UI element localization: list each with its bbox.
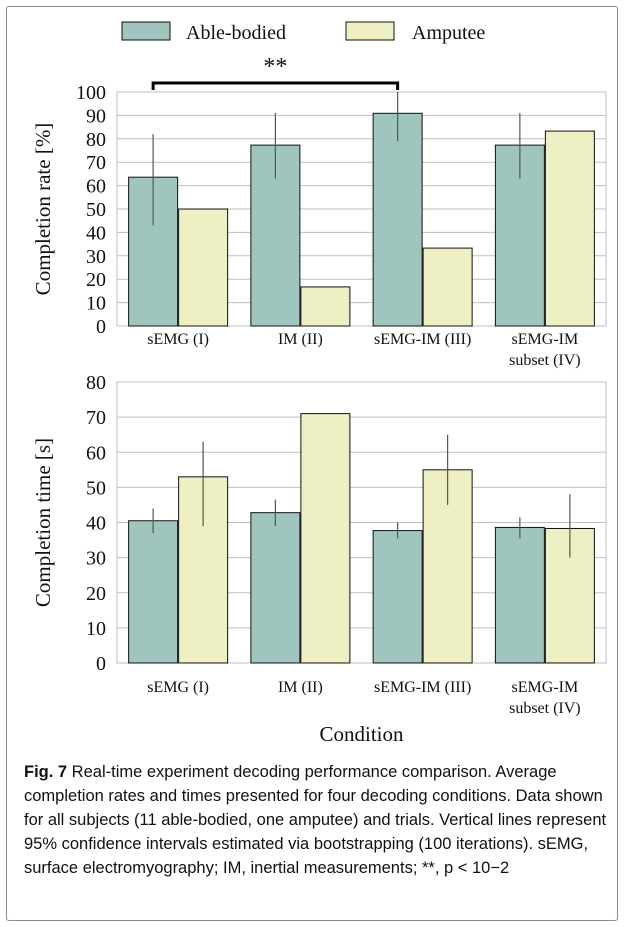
y-tick-label: 30	[86, 548, 106, 570]
x-tick-label: subset (IV)	[509, 352, 581, 369]
bar-able-bodied	[494, 526, 545, 664]
y-axis-label: Completion time [s]	[31, 438, 55, 607]
y-tick-label: 40	[86, 222, 106, 244]
legend-swatch-amputee	[345, 21, 395, 41]
y-tick-label: 50	[86, 477, 106, 499]
y-tick-label: 0	[96, 316, 106, 338]
significance-bracket	[151, 81, 400, 90]
x-tick-label: IM (II)	[278, 331, 323, 348]
y-axis-label: Completion rate [%]	[31, 123, 55, 296]
y-tick-label: 80	[86, 372, 106, 394]
y-tick-label: 10	[86, 618, 106, 640]
bar-able-bodied	[372, 530, 423, 664]
x-tick-label: sEMG-IM	[512, 679, 579, 696]
legend-label-able-bodied: Able-bodied	[186, 22, 286, 44]
caption-label: Fig. 7	[24, 763, 68, 781]
x-tick-label: sEMG-IM	[512, 331, 579, 348]
y-tick-label: 10	[86, 293, 106, 315]
bar-able-bodied	[372, 112, 423, 327]
y-tick-label: 70	[86, 152, 106, 174]
y-tick-label: 60	[86, 176, 106, 198]
y-tick-label: 30	[86, 246, 106, 268]
x-tick-label: sEMG (I)	[147, 679, 209, 696]
y-tick-label: 70	[86, 407, 106, 429]
bar-amputee	[300, 413, 351, 664]
x-tick-label: subset (IV)	[509, 700, 581, 717]
legend-swatch-able-bodied	[121, 21, 171, 41]
caption-text: Real-time experiment decoding performanc…	[24, 763, 607, 877]
bar-amputee	[422, 247, 473, 327]
significance-label: **	[263, 54, 287, 80]
y-tick-label: 100	[76, 82, 106, 104]
x-axis-label: Condition	[319, 722, 404, 745]
y-tick-label: 80	[86, 129, 106, 151]
bar-amputee	[300, 286, 351, 327]
y-tick-label: 20	[86, 269, 106, 291]
completion-time-chart: 0 10 20 30 40 50 60 70 80 Completion time [s] sEMG…	[31, 372, 607, 745]
x-tick-label: sEMG-IM (III)	[374, 331, 471, 348]
legend-label-amputee: Amputee	[412, 22, 485, 44]
y-tick-label: 90	[86, 105, 106, 127]
y-tick-label: 40	[86, 513, 106, 535]
figure: Able-bodied Amputee 01020304050607080901…	[31, 21, 607, 745]
x-tick-label: sEMG-IM (III)	[374, 679, 471, 696]
y-tick-label: 20	[86, 583, 106, 605]
y-tick-label: 60	[86, 442, 106, 464]
bar-amputee	[544, 130, 595, 327]
figure-frame	[6, 6, 618, 921]
y-tick-label: 50	[86, 199, 106, 221]
bar-able-bodied	[128, 520, 179, 664]
bar-amputee	[178, 208, 229, 327]
bar-able-bodied	[250, 512, 301, 664]
x-tick-label: sEMG (I)	[147, 331, 209, 348]
legend: Able-bodied Amputee	[121, 21, 485, 44]
figure-caption: Fig. 7 Real-time experiment decoding per…	[24, 760, 609, 880]
y-tick-label: 0	[96, 653, 106, 675]
x-tick-label: IM (II)	[278, 679, 323, 696]
